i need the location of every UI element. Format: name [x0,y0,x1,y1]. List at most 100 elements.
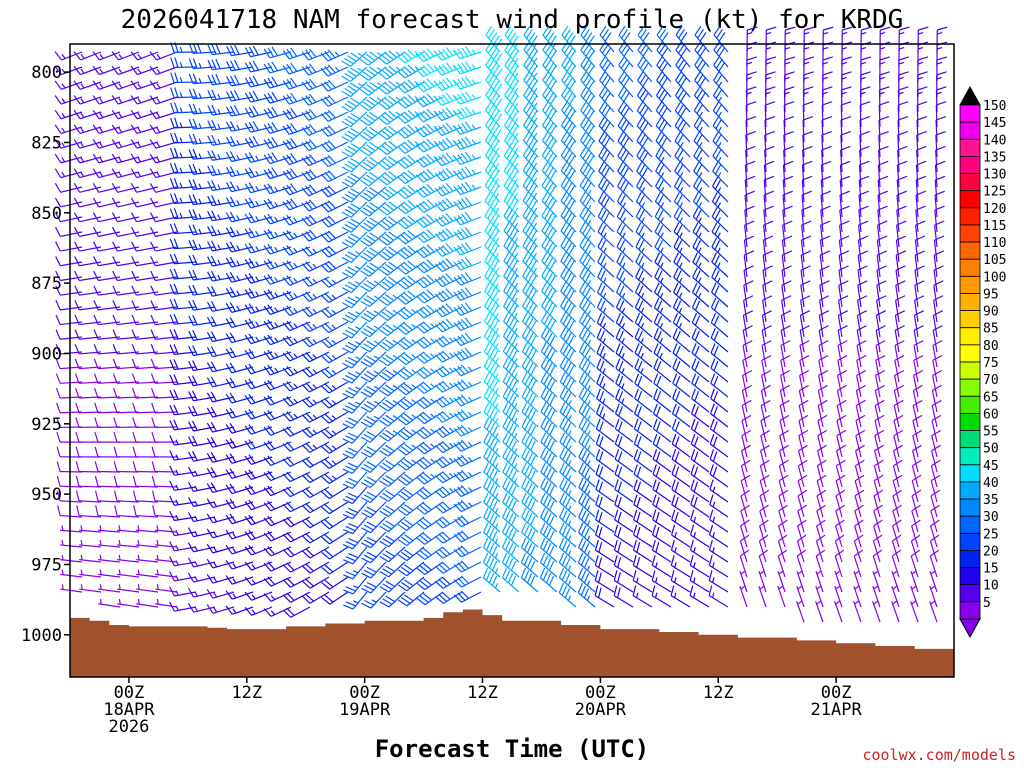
barb-staff [387,246,406,261]
barb-flag [226,106,232,117]
barb-flag [263,593,272,602]
wind-barb [539,567,558,593]
barb-half-flag [274,337,279,343]
barb-flag [267,228,275,239]
barb-flag [511,410,518,421]
barb-flag [527,212,535,223]
barb-staff [117,559,140,563]
barb-flag [54,51,62,61]
barb-flag [364,584,374,591]
barb-staff [387,276,406,291]
barb-flag [263,48,271,59]
barb-half-flag [236,230,240,236]
barb-flag [530,515,536,526]
barb-flag [169,284,175,295]
barb-half-flag [495,372,499,379]
barb-flag [192,269,198,280]
wind-barb [561,86,577,113]
barb-flag [233,89,240,100]
barb-half-flag [137,112,142,118]
barb-staff [79,186,102,193]
barb-flag [267,92,275,103]
barb-flag [271,76,279,87]
barb-flag [93,241,99,252]
barb-flag [111,95,119,105]
barb-flag [504,525,511,536]
barb-half-flag [430,473,436,478]
barb-half-flag [331,415,337,420]
wind-barb [539,537,558,563]
barb-staff [405,201,425,215]
barb-flag [486,510,492,521]
barb-half-flag [80,171,85,177]
barb-flag [206,392,214,403]
barb-staff [136,216,159,223]
barb-flag [539,522,546,533]
barb-flag [549,425,555,436]
barb-flag [267,183,275,193]
barb-staff [117,186,140,193]
barb-staff [155,603,178,608]
barb-flag [347,311,358,318]
barb-staff [79,573,102,578]
barb-flag [173,208,179,219]
barb-flag [244,380,252,390]
barb-flag [75,475,80,487]
barb-half-flag [137,171,142,177]
barb-flag [271,137,279,147]
barb-staff [441,126,463,137]
barb-flag [363,433,374,441]
barb-flag [192,148,198,160]
wind-barb [301,486,330,499]
barb-flag [558,537,565,548]
barb-half-flag [213,607,218,613]
wind-barb [188,420,216,432]
barb-flag [366,551,377,558]
barb-half-flag [274,201,279,207]
wind-barb [485,71,503,98]
barb-flag [225,167,232,177]
barb-flag [282,352,291,362]
barb-flag [248,152,256,162]
barb-flag [527,347,534,358]
barb-flag [244,304,252,314]
barb-flag [286,547,295,556]
wind-barb [188,224,216,236]
wind-barb [79,540,102,548]
barb-flag [309,63,317,73]
barb-flag [188,239,194,251]
barb-staff [406,486,425,501]
barb-flag [546,242,554,253]
barb-half-flag [312,444,318,450]
wind-barb [520,537,539,563]
wind-barb [263,228,292,240]
wind-barb [542,71,558,98]
wind-barb [55,241,83,252]
barb-flag [508,272,515,283]
barb-half-flag [495,312,499,319]
wind-barb [225,513,254,525]
barb-half-flag [156,540,159,546]
wind-barb [378,50,406,65]
wind-barb [225,271,254,283]
wind-barb [113,431,140,443]
wind-barb [169,586,197,597]
barb-half-flag [99,68,104,74]
wind-barb [187,602,216,613]
barb-half-flag [175,529,179,536]
barb-flag [366,385,377,393]
wind-barb [130,80,159,90]
barb-half-flag [217,244,221,250]
barb-flag [522,206,529,217]
barb-staff [136,588,159,593]
barb-flag [114,505,118,516]
barb-flag [347,130,357,137]
wind-barb [132,446,159,458]
wind-barb [501,537,520,563]
wind-barb [225,545,254,555]
wind-barb [188,103,216,115]
barb-staff [559,562,577,578]
barb-flag [244,319,252,329]
barb-flag [527,407,534,418]
barb-flag [502,447,509,458]
